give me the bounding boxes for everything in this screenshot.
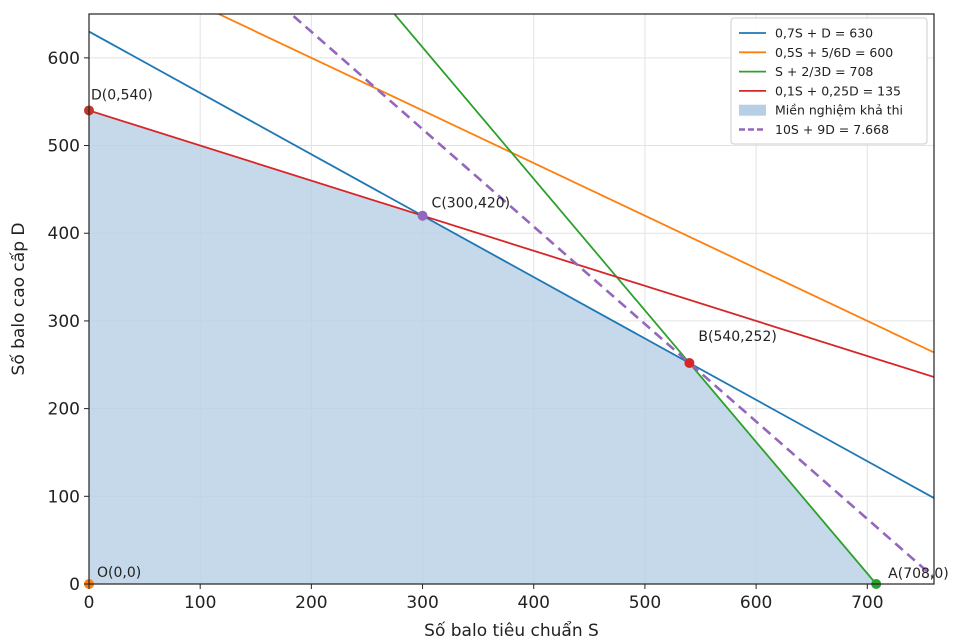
point-marker [684, 358, 695, 369]
y-axis-title: Số balo cao cấp D [8, 223, 29, 376]
legend: 0,7S + D = 630 0,5S + 5/6D = 600 S + 2/3D … [730, 17, 928, 145]
plot-frame [88, 13, 935, 585]
y-tick-label: 200 [48, 400, 80, 420]
legend-label: 0,7S + D = 630 [775, 26, 873, 41]
y-tick-label: 300 [48, 312, 80, 332]
x-tick-label: 700 [851, 593, 883, 613]
legend-box [730, 17, 928, 145]
y-tick-label: 500 [48, 137, 80, 157]
point-marker [417, 210, 428, 221]
legend-label: 10S + 9D = 7.668 [775, 122, 889, 137]
legend-label: Miền nghiệm khả thi [775, 103, 903, 118]
point-label: A(708,0) [888, 566, 949, 582]
series-lines [89, 14, 934, 584]
series-line [89, 109, 934, 378]
legend-label: 0,1S + 0,25D = 135 [775, 83, 901, 98]
x-axis-title: Số balo tiêu chuẩn S [424, 620, 599, 641]
point-label: B(540,252) [698, 329, 776, 345]
y-tick-label: 400 [48, 224, 80, 244]
y-tick-label: 600 [48, 49, 80, 69]
point-label: D(0,540) [91, 87, 153, 103]
axis-ticks: 0 100 200 300 400 500 600 700 0 100 200 300 400 500 60… [48, 49, 884, 613]
series-line [289, 14, 934, 580]
point-label: C(300,420) [432, 196, 511, 212]
x-tick-label: 0 [84, 593, 95, 613]
feasible-region [89, 110, 877, 584]
x-tick-label: 500 [629, 593, 661, 613]
legend-swatch [739, 104, 766, 116]
series-line [89, 30, 934, 499]
x-tick-label: 100 [184, 593, 216, 613]
y-tick-label: 100 [48, 487, 80, 507]
x-tick-label: 600 [740, 593, 772, 613]
feasible-region-layer [89, 110, 877, 584]
x-tick-label: 300 [406, 593, 438, 613]
y-tick-label: 0 [69, 575, 80, 595]
legend-label: S + 2/3D = 708 [775, 64, 873, 79]
x-tick-label: 400 [518, 593, 550, 613]
point-label: O(0,0) [97, 565, 141, 581]
x-tick-label: 200 [295, 593, 327, 613]
series-line [393, 14, 877, 584]
legend-label: 0,5S + 5/6D = 600 [775, 45, 893, 60]
